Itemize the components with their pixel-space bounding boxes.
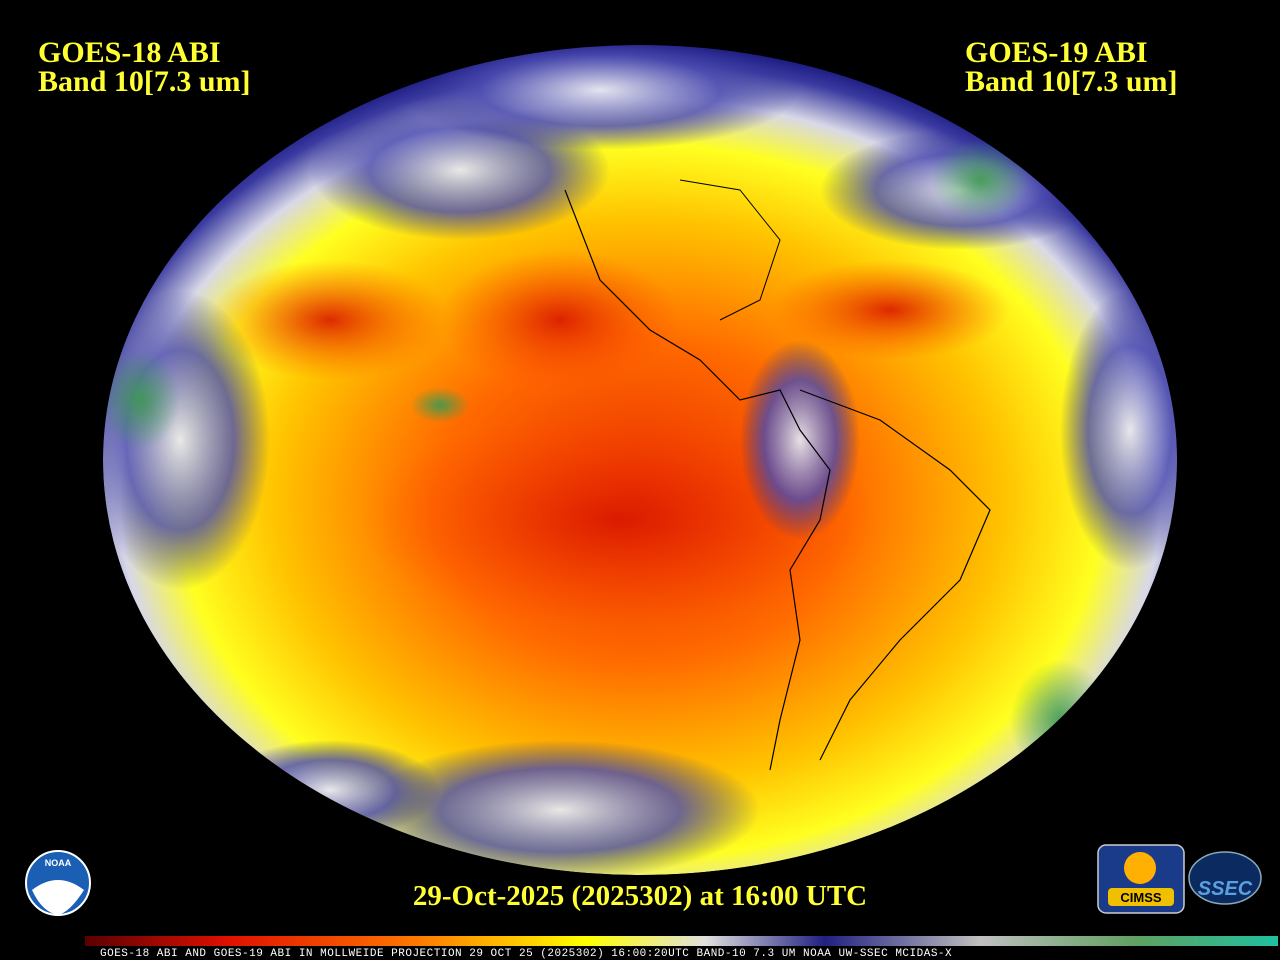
noaa-wave — [32, 880, 84, 915]
ssec-text: SSEC — [1198, 878, 1253, 900]
left-band: Band 10[7.3 um] — [38, 65, 251, 98]
left-satellite: GOES-18 ABI — [38, 36, 221, 69]
cold-top — [930, 140, 1030, 220]
ssec-emblem — [1188, 851, 1262, 905]
cloud — [400, 45, 800, 150]
ssec-logo: SSEC — [1188, 851, 1262, 905]
cold-top — [410, 387, 470, 423]
cloud — [740, 340, 860, 540]
dry-region — [210, 260, 450, 380]
colorbar-caption: GOES-18 ABI AND GOES-19 ABI IN MOLLWEIDE… — [100, 948, 952, 960]
dry-region — [770, 260, 1010, 360]
cimss-logo: CIMSS — [1097, 844, 1185, 914]
right-satellite: GOES-19 ABI — [965, 36, 1148, 69]
cimss-globe — [1124, 852, 1156, 884]
cimss-text: CIMSS — [1120, 890, 1162, 905]
noaa-text: NOAA — [45, 858, 72, 868]
coastline — [564, 189, 831, 771]
cold-top — [1010, 660, 1110, 780]
cloud — [360, 740, 760, 875]
earth-disk — [103, 45, 1177, 875]
cloud — [220, 740, 440, 840]
cold-top — [103, 350, 180, 450]
cloud — [1060, 290, 1177, 570]
timestamp: 29-Oct-2025 (2025302) at 16:00 UTC — [413, 880, 867, 912]
coastline — [799, 389, 991, 761]
dry-region — [440, 250, 680, 390]
noaa-logo: NOAA — [25, 850, 91, 916]
colorbar — [85, 936, 1278, 946]
cimss-band — [1108, 888, 1174, 906]
coastline — [679, 179, 781, 321]
right-band: Band 10[7.3 um] — [965, 65, 1178, 98]
